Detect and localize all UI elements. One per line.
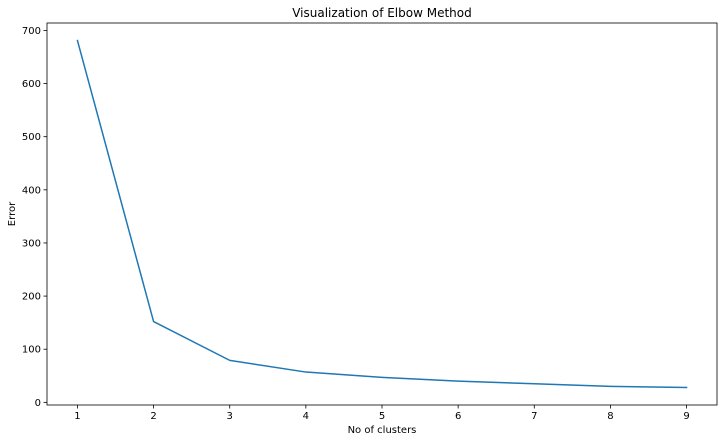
y-axis-label: Error [7, 201, 18, 226]
x-tick-label-2: 2 [150, 411, 156, 422]
x-tick-label-1: 1 [74, 411, 80, 422]
x-tick-label-5: 5 [379, 411, 385, 422]
x-tick-label-3: 3 [227, 411, 233, 422]
x-tick-label-4: 4 [303, 411, 309, 422]
y-tick-label-700: 700 [22, 26, 41, 37]
x-tick-label-9: 9 [683, 411, 689, 422]
plot-area: 1 2 3 4 5 6 7 8 9 0 100 200 300 400 500 600 700 [22, 22, 718, 422]
y-tick-label-600: 600 [22, 79, 41, 90]
series-line-0 [76, 39, 688, 389]
y-tick-label-100: 100 [22, 345, 41, 356]
x-axis-label: No of clusters [348, 425, 417, 436]
x-tick-label-7: 7 [531, 411, 537, 422]
x-tick-label-8: 8 [607, 411, 613, 422]
y-tick-label-300: 300 [22, 238, 41, 249]
y-tick-label-0: 0 [35, 398, 41, 409]
y-tick-label-500: 500 [22, 132, 41, 143]
x-tick-label-6: 6 [455, 411, 461, 422]
chart-title: Visualization of Elbow Method [292, 6, 472, 20]
y-tick-label-200: 200 [22, 292, 41, 303]
y-tick-label-400: 400 [22, 185, 41, 196]
axes-frame [46, 22, 718, 406]
